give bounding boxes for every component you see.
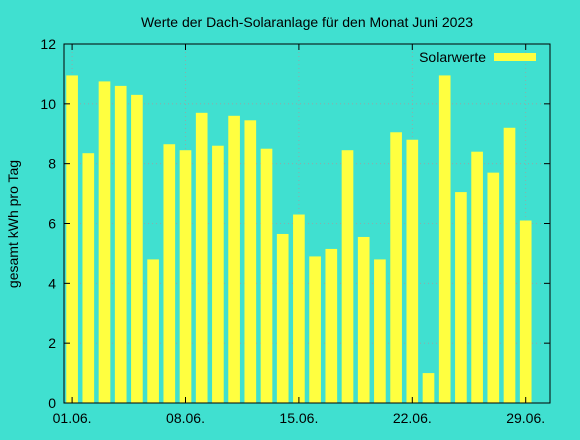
- x-tick-label: 29.06.: [506, 410, 545, 426]
- y-tick-label: 8: [48, 156, 56, 172]
- bar: [519, 220, 532, 403]
- bar: [487, 172, 500, 403]
- bar: [390, 132, 402, 404]
- legend-label: Solarwerte: [419, 49, 486, 65]
- bar: [244, 120, 257, 403]
- bar: [341, 150, 354, 403]
- bar: [455, 192, 467, 403]
- bar: [276, 233, 289, 403]
- bar: [406, 139, 419, 403]
- bar: [82, 153, 95, 403]
- y-tick-label: 10: [40, 96, 56, 112]
- bar: [98, 81, 111, 403]
- bar: [357, 236, 370, 403]
- bar: [293, 214, 305, 403]
- bar: [179, 150, 192, 403]
- bar: [66, 75, 78, 403]
- grid-layer: [64, 44, 550, 403]
- bar: [422, 373, 435, 403]
- bar: [374, 259, 386, 403]
- bar: [325, 248, 338, 403]
- x-tick-label: 15.06.: [279, 410, 318, 426]
- y-tick-label: 6: [48, 216, 56, 232]
- y-tick-label: 4: [48, 275, 56, 291]
- bar: [195, 112, 208, 403]
- x-tick-label: 08.06.: [166, 410, 205, 426]
- bar: [438, 75, 451, 403]
- bar: [163, 144, 176, 404]
- bar: [228, 115, 240, 404]
- chart-title: Werte der Dach-Solaranlage für den Monat…: [141, 14, 473, 30]
- bar: [260, 148, 273, 403]
- legend-swatch: [494, 53, 536, 61]
- y-tick-label: 12: [40, 36, 56, 52]
- bars-layer: [66, 75, 532, 404]
- bar: [471, 151, 483, 403]
- x-tick-label: 01.06.: [53, 410, 92, 426]
- bar: [212, 145, 224, 403]
- bar: [147, 259, 159, 403]
- x-tick-label: 22.06.: [393, 410, 432, 426]
- ticks-layer: 0 2 4 6 8 10 12 01.06. 08.06. 15.06. 22.06. 29.06.: [40, 36, 550, 426]
- y-tick-label: 2: [48, 335, 56, 351]
- bar: [131, 94, 143, 403]
- bar: [503, 127, 516, 404]
- bar: [309, 256, 321, 403]
- y-tick-label: 0: [48, 395, 56, 411]
- y-axis-label: gesamt kWh pro Tag: [5, 160, 21, 288]
- legend: Solarwerte: [419, 49, 536, 65]
- bar: [114, 85, 127, 403]
